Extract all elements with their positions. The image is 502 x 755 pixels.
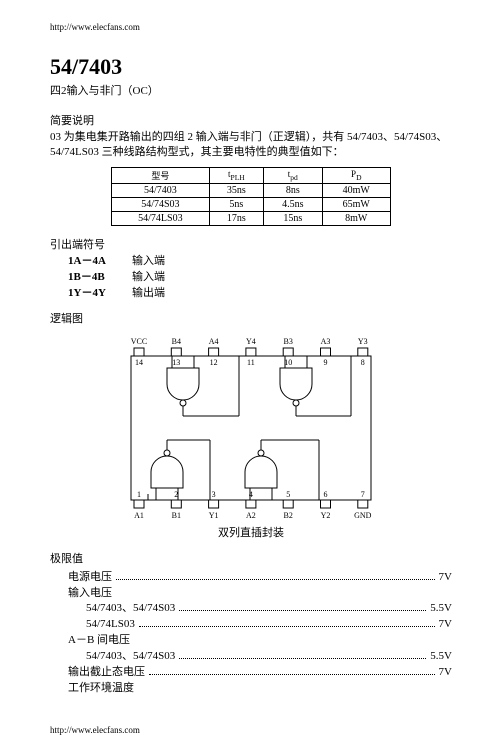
limits-label: 极限值 (50, 550, 452, 566)
table-header-cell: tPLH (209, 167, 263, 183)
limit-value: 5.5V (430, 649, 452, 665)
svg-text:12: 12 (210, 358, 218, 367)
table-cell: 4.5ns (264, 197, 323, 211)
table-header-cell: PD (322, 167, 390, 183)
svg-text:11: 11 (247, 358, 255, 367)
pins-block: 1A－4A输入端1B－4B输入端1Y－4Y输出端 (68, 254, 452, 302)
pins-label: 引出端符号 (50, 236, 452, 252)
leader-dots (149, 674, 435, 675)
table-header-row: 型号tPLHtpdPD (112, 167, 391, 183)
table-cell: 54/74LS03 (112, 211, 210, 225)
table-header-cell: tpd (264, 167, 323, 183)
svg-text:Y1: Y1 (209, 511, 219, 520)
svg-text:7: 7 (361, 490, 365, 499)
table-cell: 54/7403 (112, 183, 210, 197)
limit-label: 电源电压 (68, 570, 112, 586)
svg-text:3: 3 (212, 490, 216, 499)
leader-dots (116, 579, 435, 580)
page-title: 54/7403 (50, 54, 452, 80)
table-row: 54/74S035ns4.5ns65mW (112, 197, 391, 211)
limit-value: 7V (439, 665, 452, 681)
pin-label: 1Y－4Y (68, 286, 132, 302)
svg-text:9: 9 (324, 358, 328, 367)
svg-text:Y2: Y2 (321, 511, 331, 520)
leader-dots (179, 610, 426, 611)
brief-label: 简要说明 (50, 112, 452, 128)
limit-label: 输出截止态电压 (68, 665, 145, 681)
limit-value: 7V (439, 570, 452, 586)
limit-label: 54/7403、54/74S03 (86, 649, 175, 665)
limit-label: A－B 间电压 (68, 633, 130, 649)
pin-desc: 输入端 (132, 254, 165, 270)
table-cell: 17ns (209, 211, 263, 225)
logic-label: 逻辑图 (50, 310, 452, 326)
footer-url: http://www.elecfans.com (50, 725, 452, 735)
pin-desc: 输出端 (132, 286, 165, 302)
svg-text:Y3: Y3 (358, 337, 368, 346)
table-header-cell: 型号 (112, 167, 210, 183)
svg-text:A3: A3 (321, 337, 331, 346)
svg-text:5: 5 (286, 490, 290, 499)
table-cell: 54/74S03 (112, 197, 210, 211)
svg-text:8: 8 (361, 358, 365, 367)
svg-text:VCC: VCC (131, 337, 147, 346)
svg-text:14: 14 (135, 358, 143, 367)
limit-value: 5.5V (430, 601, 452, 617)
table-cell: 5ns (209, 197, 263, 211)
leader-dots (139, 626, 435, 627)
table-cell: 40mW (322, 183, 390, 197)
pin-desc: 输入端 (132, 270, 165, 286)
svg-text:GND: GND (354, 511, 372, 520)
limit-label: 工作环境温度 (68, 681, 134, 697)
svg-text:B3: B3 (284, 337, 293, 346)
logic-diagram: VCC14B413A412Y411B310A39Y38 1A12B13Y14A2… (50, 332, 452, 522)
header-url: http://www.elecfans.com (50, 22, 452, 32)
pin-label: 1A－4A (68, 254, 132, 270)
table-cell: 8mW (322, 211, 390, 225)
table-row: 54/740335ns8ns40mW (112, 183, 391, 197)
description-text: 03 为集电集开路输出的四组 2 输入端与非门（正逻辑），共有 54/7403、… (50, 130, 452, 161)
svg-text:B2: B2 (284, 511, 293, 520)
svg-text:1: 1 (137, 490, 141, 499)
spec-table: 型号tPLHtpdPD 54/740335ns8ns40mW54/74S035n… (111, 167, 391, 226)
limits-block: 电源电压7V输入电压54/7403、54/74S035.5V54/74LS037… (68, 570, 452, 698)
svg-text:Y4: Y4 (246, 337, 256, 346)
svg-text:A2: A2 (246, 511, 256, 520)
svg-text:B4: B4 (172, 337, 181, 346)
table-row: 54/74LS0317ns15ns8mW (112, 211, 391, 225)
diagram-caption: 双列直插封装 (50, 524, 452, 540)
svg-text:A1: A1 (134, 511, 144, 520)
limit-label: 54/7403、54/74S03 (86, 601, 175, 617)
page-subtitle: 四2输入与非门（OC） (50, 82, 452, 98)
svg-text:A4: A4 (209, 337, 219, 346)
limit-label: 54/74LS03 (86, 617, 135, 633)
svg-text:B1: B1 (172, 511, 181, 520)
table-cell: 8ns (264, 183, 323, 197)
limit-value: 7V (439, 617, 452, 633)
svg-text:6: 6 (324, 490, 328, 499)
limit-label: 输入电压 (68, 586, 112, 602)
table-cell: 15ns (264, 211, 323, 225)
pin-label: 1B－4B (68, 270, 132, 286)
table-cell: 35ns (209, 183, 263, 197)
table-cell: 65mW (322, 197, 390, 211)
leader-dots (179, 658, 426, 659)
svg-text:13: 13 (172, 358, 180, 367)
